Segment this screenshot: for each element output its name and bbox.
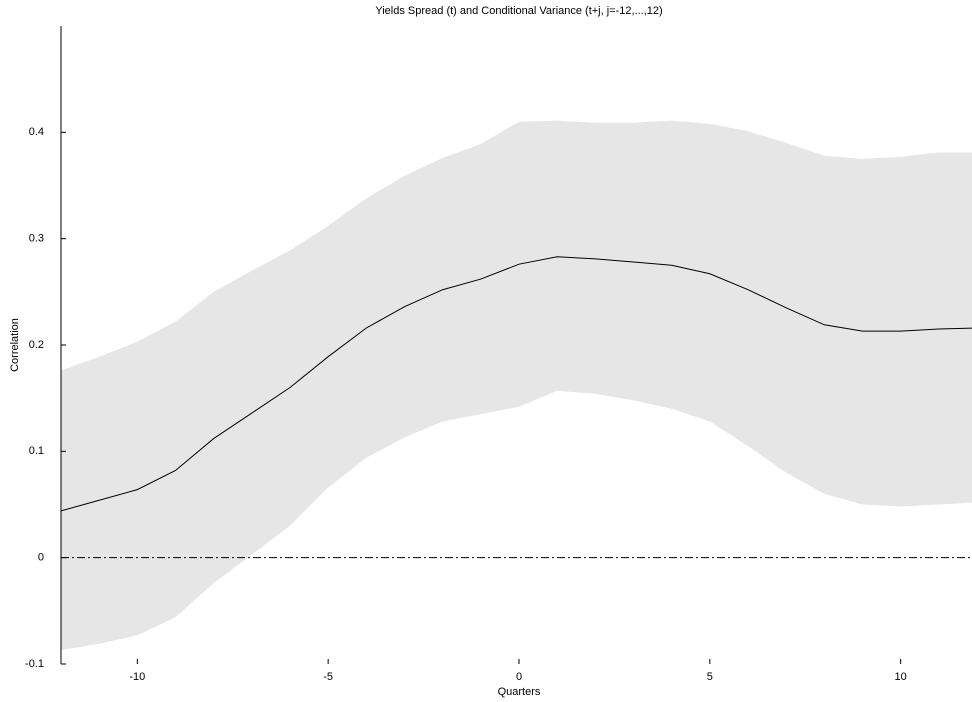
y-tick-label: 0.3 xyxy=(29,233,44,245)
y-tick-label: 0 xyxy=(38,552,44,564)
y-axis-label: Correlation xyxy=(9,318,21,372)
y-tick-label: 0.1 xyxy=(29,445,44,457)
y-tick-label: -0.1 xyxy=(25,658,44,670)
confidence-band xyxy=(61,120,972,651)
x-axis-label: Quarters xyxy=(498,686,541,698)
y-tick-label: 0.4 xyxy=(29,126,44,138)
chart-title: Yields Spread (t) and Conditional Varian… xyxy=(375,5,662,17)
y-tick-label: 0.2 xyxy=(29,339,44,351)
line xyxy=(60,256,972,512)
x-tick-label: 10 xyxy=(895,671,907,683)
x-tick-label: 0 xyxy=(516,671,522,683)
x-tick-label: -5 xyxy=(323,671,333,683)
x-tick-label: -10 xyxy=(129,671,145,683)
x-tick-label: 5 xyxy=(707,671,713,683)
